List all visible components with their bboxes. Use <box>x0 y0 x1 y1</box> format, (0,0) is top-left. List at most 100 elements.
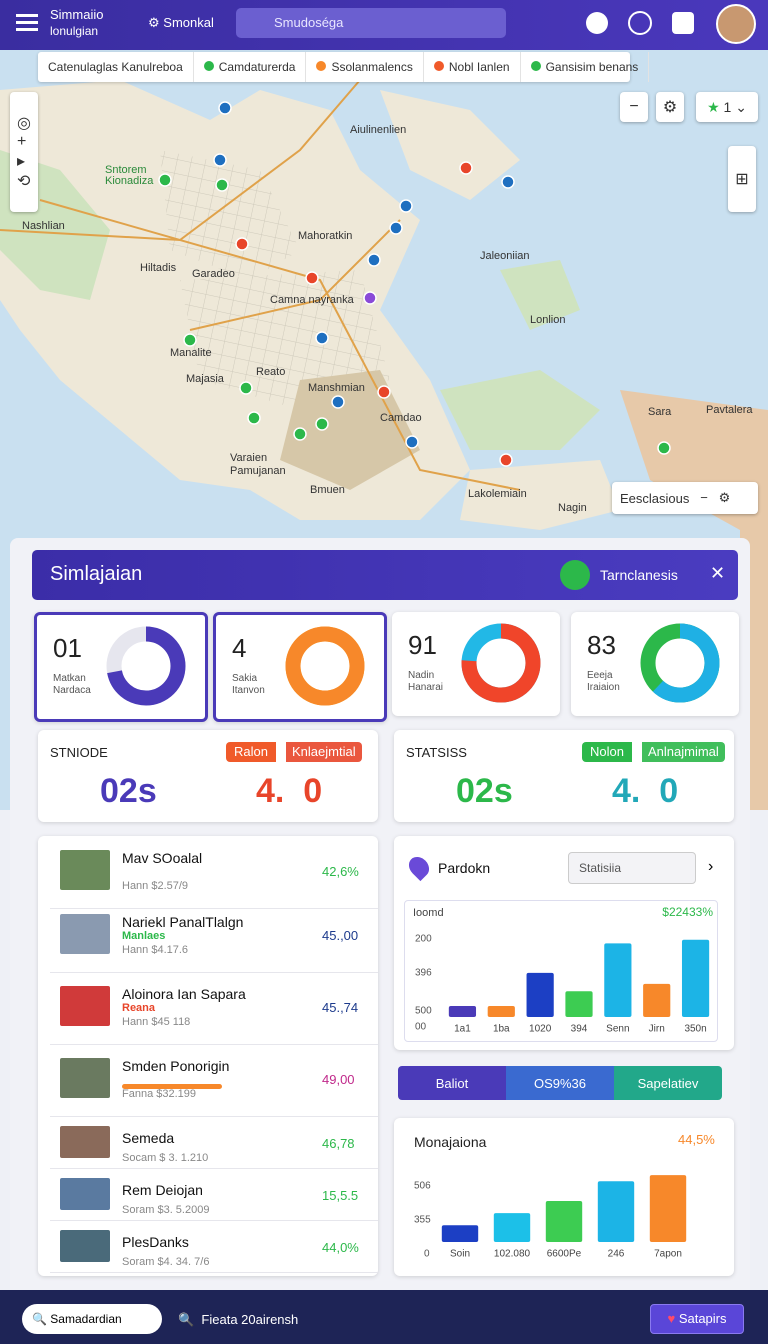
menu-button[interactable] <box>16 14 38 17</box>
card-value: 91 <box>408 630 437 660</box>
map-pin[interactable] <box>331 395 345 409</box>
map-label: Jaleoniian <box>480 250 530 262</box>
list-item[interactable]: Semeda Socam $ 3. 1.210 46,78 <box>50 1116 378 1169</box>
donut-arc <box>285 626 365 706</box>
map-pin[interactable] <box>363 291 377 305</box>
map-label: Majasia <box>186 373 225 385</box>
item-sub: Soram $4. 34. 7/6 <box>122 1256 210 1268</box>
list-item[interactable]: Smden Ponorigin Fanna $32.199 49,00 <box>50 1044 378 1117</box>
list-item[interactable]: PlesDanks Soram $4. 34. 7/6 44,0% <box>50 1220 378 1273</box>
map-pin[interactable] <box>501 175 515 189</box>
settings-button[interactable]: ⚙ Smonkal <box>148 15 214 30</box>
tab[interactable]: Ssolanmalencs <box>306 52 424 82</box>
card-value: 83 <box>587 630 616 660</box>
notification-icon[interactable] <box>586 12 608 34</box>
y-axis-label: 200 <box>415 934 432 945</box>
map-pin[interactable] <box>293 427 307 441</box>
card-line: Hanarai <box>408 682 444 693</box>
x-axis-label: Jirn <box>649 1024 665 1035</box>
stat-title: STNIODE <box>50 745 108 760</box>
list-item[interactable]: Mav SOoalal Hann $2.57/9 42,6% <box>50 836 378 909</box>
item-sub: Hann $45 118 <box>122 1016 191 1028</box>
segment[interactable]: Sapelatiev <box>614 1066 722 1100</box>
map-search[interactable]: Eesclasious − ⚙ <box>612 482 758 514</box>
x-axis-label: 7apon <box>654 1249 682 1260</box>
bar <box>493 1213 531 1242</box>
card-value: 4 <box>232 633 247 663</box>
y-axis-label: 396 <box>415 968 432 979</box>
map-pin[interactable] <box>399 199 413 213</box>
map-pin[interactable] <box>213 153 227 167</box>
card-line: Iraiaion <box>587 682 620 693</box>
search-box[interactable]: Smudoséga <box>236 8 506 38</box>
segment-label: Baliot <box>435 1076 469 1091</box>
y-axis-label: 506 <box>414 1181 431 1192</box>
search-placeholder: Smudoséga <box>274 15 344 30</box>
tab[interactable]: Nobl Ianlen <box>424 52 521 82</box>
map-pin[interactable] <box>315 417 329 431</box>
map-pin[interactable] <box>218 101 232 115</box>
map-pin[interactable] <box>377 385 391 399</box>
chart-nav[interactable]: › <box>708 858 714 875</box>
donut-card: 01 Matkan Nardaca <box>34 612 208 722</box>
bar <box>604 943 632 1017</box>
footer-search-label: Samadardian <box>50 1312 122 1326</box>
map-pin[interactable] <box>158 173 172 187</box>
stat-badge: Ralon <box>226 742 276 762</box>
add-icon[interactable] <box>672 12 694 34</box>
clock-icon[interactable] <box>628 11 652 35</box>
avatar[interactable] <box>716 4 756 44</box>
action-icon[interactable] <box>560 560 590 590</box>
item-value: 44,0% <box>322 1240 359 1255</box>
footer-query[interactable]: 🔍 Fieata 20airensh <box>178 1312 299 1327</box>
map-pin[interactable] <box>247 411 261 425</box>
x-axis-label: 6600Pe <box>547 1249 582 1260</box>
tab-label: Catenulaglas Kanulreboa <box>48 60 183 74</box>
tab-icon <box>316 61 327 71</box>
tab[interactable]: Gansisim benans <box>521 52 650 82</box>
chart-search[interactable]: Statisiia <box>568 852 696 884</box>
list-item[interactable]: Rem Deiojan Soram $3. 5.2009 15,5.5 <box>50 1168 378 1221</box>
map-pin[interactable] <box>367 253 381 267</box>
tab[interactable]: Catenulaglas Kanulreboa <box>38 52 194 82</box>
app-title: Simmaiio <box>50 7 104 22</box>
stat-card: STNIODE Ralon Knlaejmtial 02s 4. 0 <box>38 730 378 822</box>
map-pin[interactable] <box>239 381 253 395</box>
tab-icon <box>530 61 541 71</box>
x-axis-label: 350n <box>684 1024 706 1035</box>
map-settings[interactable]: ⚙ <box>656 92 684 122</box>
list-item[interactable]: Nariekl PanalTlalgn Manlaes Hann $4.17.6 45… <box>50 900 378 973</box>
donut-arc <box>106 626 186 706</box>
map-pin[interactable] <box>459 161 473 175</box>
item-tag: Manlaes <box>122 930 166 942</box>
tab-label: Nobl Ianlen <box>448 60 510 74</box>
side-tools[interactable]: ⊞ <box>728 146 756 212</box>
map-pin[interactable] <box>235 237 249 251</box>
map-tools[interactable]: ◎ + ▸ ⟲ <box>10 92 38 212</box>
item-value: 49,00 <box>322 1072 355 1087</box>
map-pin[interactable] <box>499 453 513 467</box>
list-item[interactable]: Aloinora Ian Sapara Reana Hann $45 118 45.,… <box>50 972 378 1045</box>
thumbnail <box>60 1230 110 1262</box>
header: Simmaiio lonulgian ⚙ Smonkal Smudoséga <box>0 0 768 50</box>
close-button[interactable]: ✕ <box>710 563 726 583</box>
item-value: 45.,00 <box>322 928 359 943</box>
zoom-out[interactable]: − <box>620 92 648 122</box>
map-pin[interactable] <box>657 441 671 455</box>
footer-button-label: Satapirs <box>678 1311 727 1326</box>
map-pin[interactable] <box>183 333 197 347</box>
segment[interactable]: Baliot <box>398 1066 506 1100</box>
map-pin[interactable] <box>389 221 403 235</box>
panel-action[interactable]: Tarnclanesis <box>600 567 678 583</box>
map-search-label: Eesclasious <box>620 490 690 506</box>
layer-select[interactable]: ★ 1 ⌄ <box>696 92 758 122</box>
map-pin[interactable] <box>405 435 419 449</box>
map-pin[interactable] <box>315 331 329 345</box>
chart-card: Pardokn Statisiia › Ioomd $22433% 200 396 500 00… <box>394 836 734 1050</box>
tab[interactable]: Camdaturerda <box>194 52 307 82</box>
map-pin[interactable] <box>305 271 319 285</box>
footer-button[interactable]: ♥ Satapirs <box>650 1304 744 1334</box>
segment[interactable]: OS9%36 <box>506 1066 614 1100</box>
map-pin[interactable] <box>215 178 229 192</box>
footer-search[interactable]: 🔍 Samadardian <box>22 1304 162 1334</box>
